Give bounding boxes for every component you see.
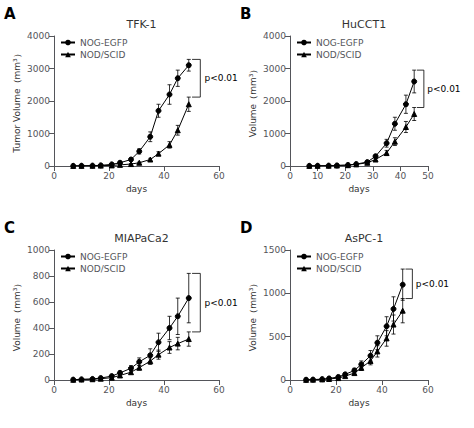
- svg-text:20: 20: [339, 171, 351, 181]
- svg-text:NOG-EGFP: NOG-EGFP: [316, 38, 364, 48]
- svg-text:days: days: [126, 398, 148, 408]
- svg-text:50: 50: [422, 171, 434, 181]
- svg-text:AsPC-1: AsPC-1: [345, 232, 384, 245]
- svg-text:4000: 4000: [263, 31, 286, 41]
- svg-text:40: 40: [158, 385, 170, 395]
- svg-text:NOD/SCID: NOD/SCID: [80, 50, 125, 60]
- svg-text:200: 200: [33, 349, 50, 359]
- svg-text:Volume（mm³）: Volume（mm³）: [248, 279, 258, 352]
- svg-text:40: 40: [158, 171, 170, 181]
- svg-text:1500: 1500: [263, 245, 286, 255]
- svg-text:NOD/SCID: NOD/SCID: [80, 264, 125, 274]
- svg-text:500: 500: [269, 332, 286, 342]
- svg-text:1000: 1000: [27, 245, 50, 255]
- svg-text:A: A: [4, 5, 16, 23]
- svg-text:40: 40: [376, 385, 388, 395]
- svg-text:800: 800: [33, 271, 50, 281]
- svg-text:NOG-EGFP: NOG-EGFP: [80, 252, 128, 262]
- svg-text:20: 20: [103, 171, 115, 181]
- svg-text:days: days: [348, 184, 370, 194]
- svg-text:20: 20: [103, 385, 115, 395]
- svg-text:0: 0: [280, 161, 286, 171]
- svg-text:1000: 1000: [263, 129, 286, 139]
- svg-text:days: days: [348, 398, 370, 408]
- svg-text:days: days: [126, 184, 148, 194]
- svg-text:1000: 1000: [27, 129, 50, 139]
- svg-text:TFK-1: TFK-1: [125, 18, 156, 31]
- svg-text:60: 60: [422, 385, 434, 395]
- svg-text:HuCCT1: HuCCT1: [342, 18, 386, 31]
- svg-text:60: 60: [213, 385, 225, 395]
- svg-text:Tumor Volume（mm³）: Tumor Volume（mm³）: [12, 49, 22, 153]
- svg-text:p<0.01: p<0.01: [204, 298, 237, 308]
- svg-text:0: 0: [44, 161, 50, 171]
- svg-text:Volume（mm³）: Volume（mm³）: [248, 65, 258, 138]
- svg-text:D: D: [240, 219, 252, 237]
- svg-text:20: 20: [330, 385, 342, 395]
- svg-text:MIAPaCa2: MIAPaCa2: [114, 232, 169, 245]
- svg-text:p<0.01: p<0.01: [427, 84, 460, 94]
- svg-text:NOD/SCID: NOD/SCID: [316, 50, 361, 60]
- svg-text:C: C: [4, 219, 15, 237]
- svg-text:10: 10: [312, 171, 324, 181]
- svg-text:0: 0: [287, 171, 293, 181]
- svg-text:60: 60: [213, 171, 225, 181]
- svg-text:Volume（mm³）: Volume（mm³）: [12, 279, 22, 352]
- svg-text:3000: 3000: [263, 64, 286, 74]
- svg-text:NOG-EGFP: NOG-EGFP: [80, 38, 128, 48]
- svg-text:0: 0: [280, 375, 286, 385]
- svg-text:4000: 4000: [27, 31, 50, 41]
- svg-text:0: 0: [51, 171, 57, 181]
- svg-text:30: 30: [367, 171, 379, 181]
- svg-text:1000: 1000: [263, 288, 286, 298]
- svg-text:2000: 2000: [263, 96, 286, 106]
- svg-text:2000: 2000: [27, 96, 50, 106]
- svg-text:NOD/SCID: NOD/SCID: [316, 264, 361, 274]
- svg-text:0: 0: [51, 385, 57, 395]
- svg-text:p<0.01: p<0.01: [204, 73, 237, 83]
- svg-text:B: B: [240, 5, 251, 23]
- svg-text:600: 600: [33, 297, 50, 307]
- svg-text:NOG-EGFP: NOG-EGFP: [316, 252, 364, 262]
- svg-text:p<0.01: p<0.01: [416, 279, 449, 289]
- svg-text:3000: 3000: [27, 64, 50, 74]
- svg-text:0: 0: [287, 385, 293, 395]
- svg-text:40: 40: [395, 171, 407, 181]
- svg-text:0: 0: [44, 375, 50, 385]
- svg-text:400: 400: [33, 323, 50, 333]
